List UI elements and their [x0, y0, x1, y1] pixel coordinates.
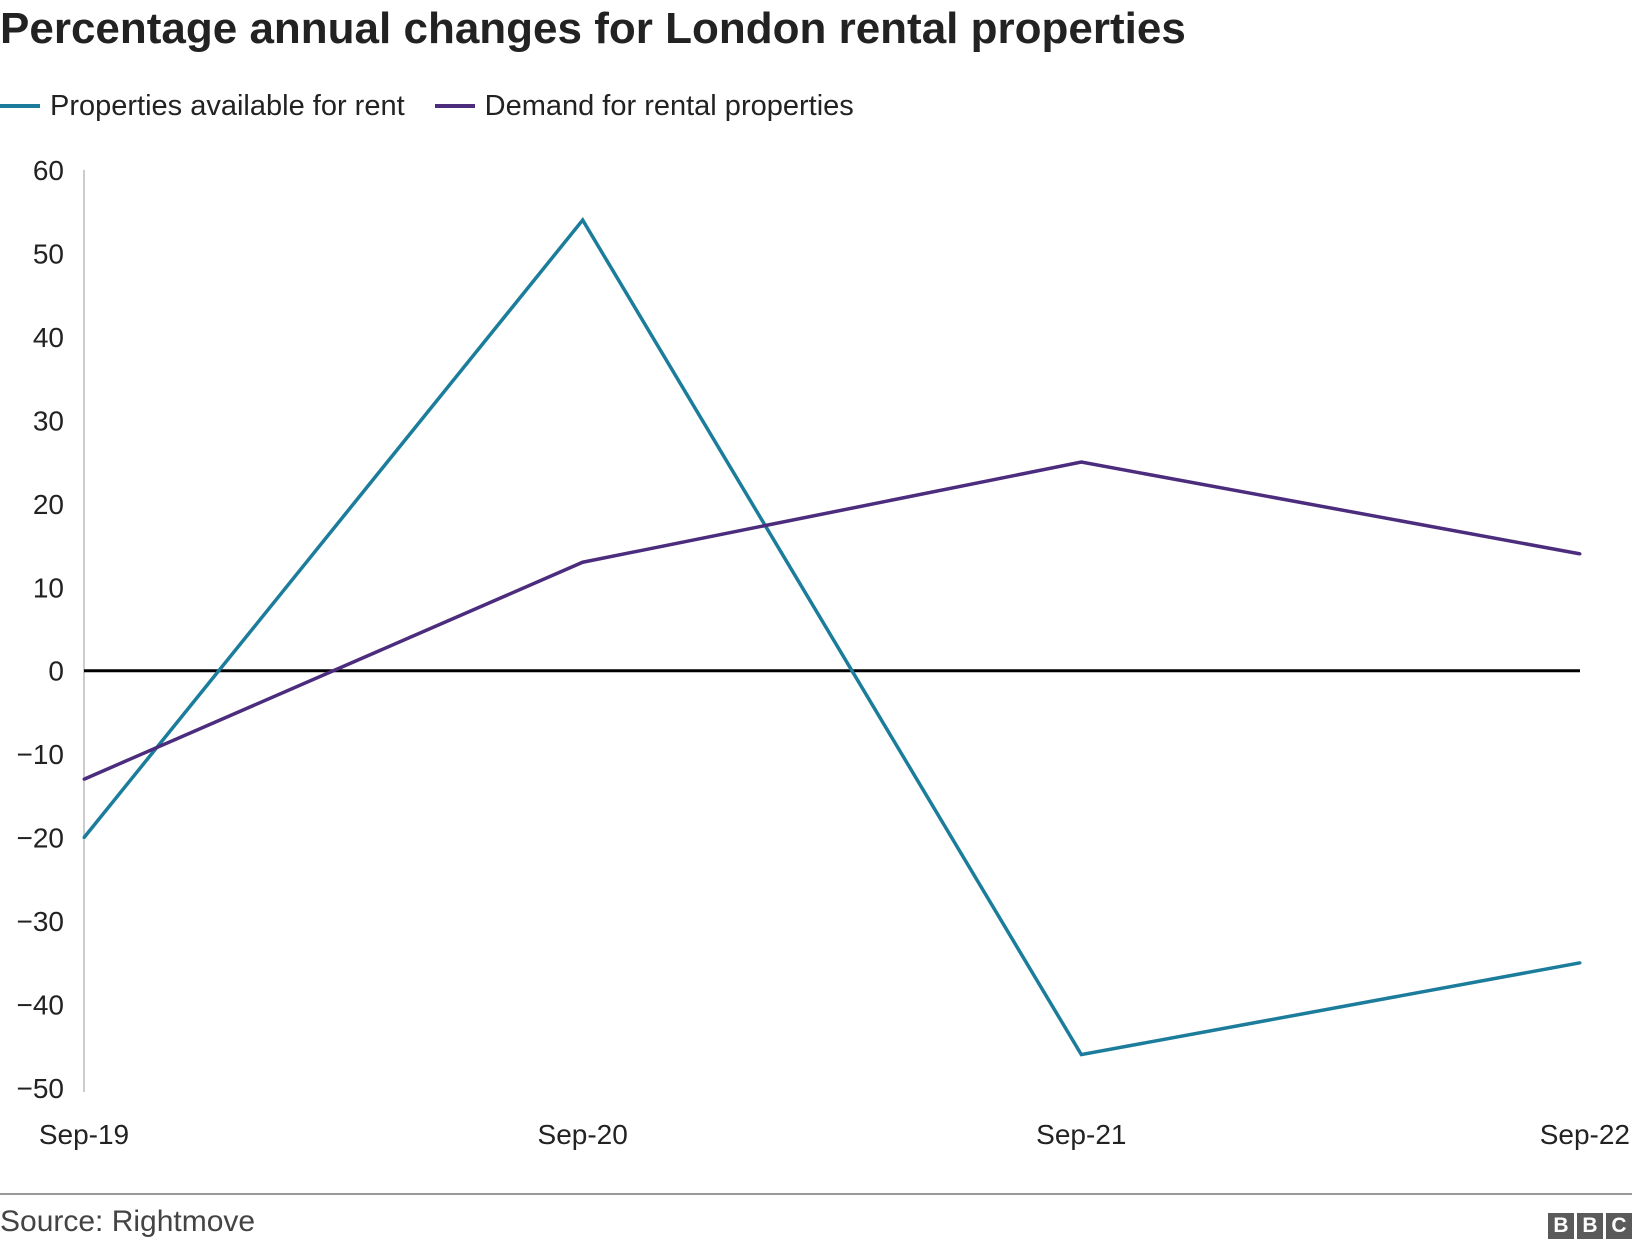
x-axis-ticks: Sep-19 Sep-20 Sep-21 Sep-22: [39, 1119, 1630, 1150]
bbc-logo: B B C: [1545, 1213, 1632, 1239]
y-tick-label: 60: [33, 155, 64, 186]
x-tick-label: Sep-22: [1540, 1119, 1630, 1150]
y-tick-label: 10: [33, 572, 64, 603]
series-1-point: [82, 777, 86, 781]
y-tick-label: −40: [17, 990, 65, 1021]
y-tick-label: 0: [48, 656, 64, 687]
series-0-point: [82, 836, 86, 840]
y-tick-label: 50: [33, 238, 64, 269]
y-tick-label: 20: [33, 489, 64, 520]
legend-swatch-demand: [434, 104, 475, 108]
bbc-logo-letter: C: [1606, 1213, 1632, 1239]
bbc-logo-letter: B: [1548, 1213, 1574, 1239]
y-tick-label: −20: [17, 823, 65, 854]
series-1-point: [581, 560, 585, 564]
x-tick-label: Sep-19: [39, 1119, 129, 1150]
legend-label-available: Properties available for rent: [50, 89, 405, 122]
y-tick-label: 40: [33, 322, 64, 353]
line-chart: 60 50 40 30 20 10 0 −10 −20 −30 −40 −50 Sep-19 Sep-2…: [17, 155, 1631, 1150]
series-1-point: [1578, 552, 1582, 556]
series-0-point: [1578, 961, 1582, 965]
series-1-point: [1079, 460, 1083, 464]
series-line-1: [83, 460, 1581, 781]
series-0-point: [1079, 1053, 1083, 1057]
x-tick-label: Sep-21: [1036, 1119, 1126, 1150]
legend-item-demand: Demand for rental properties: [434, 89, 854, 123]
legend-label-demand: Demand for rental properties: [484, 89, 854, 122]
y-tick-label: −30: [17, 906, 65, 937]
bbc-logo-letter: B: [1577, 1213, 1603, 1239]
y-tick-label: −10: [17, 739, 65, 770]
series-line-0: [82, 217, 1581, 1057]
series-group: [82, 217, 1582, 1057]
legend: Properties available for rent Demand for…: [0, 84, 884, 128]
y-tick-label: 30: [33, 405, 64, 436]
footer-divider: [0, 1193, 1632, 1195]
legend-swatch-available: [0, 104, 40, 108]
source-note: Source: Rightmove: [0, 1205, 256, 1238]
chart-title: Percentage annual changes for London ren…: [0, 4, 1186, 53]
x-tick-label: Sep-20: [538, 1119, 628, 1150]
series-0-point: [581, 218, 585, 222]
y-tick-label: −50: [17, 1073, 65, 1104]
legend-item-available: Properties available for rent: [0, 90, 405, 123]
y-axis-ticks: 60 50 40 30 20 10 0 −10 −20 −30 −40 −50: [17, 155, 65, 1104]
